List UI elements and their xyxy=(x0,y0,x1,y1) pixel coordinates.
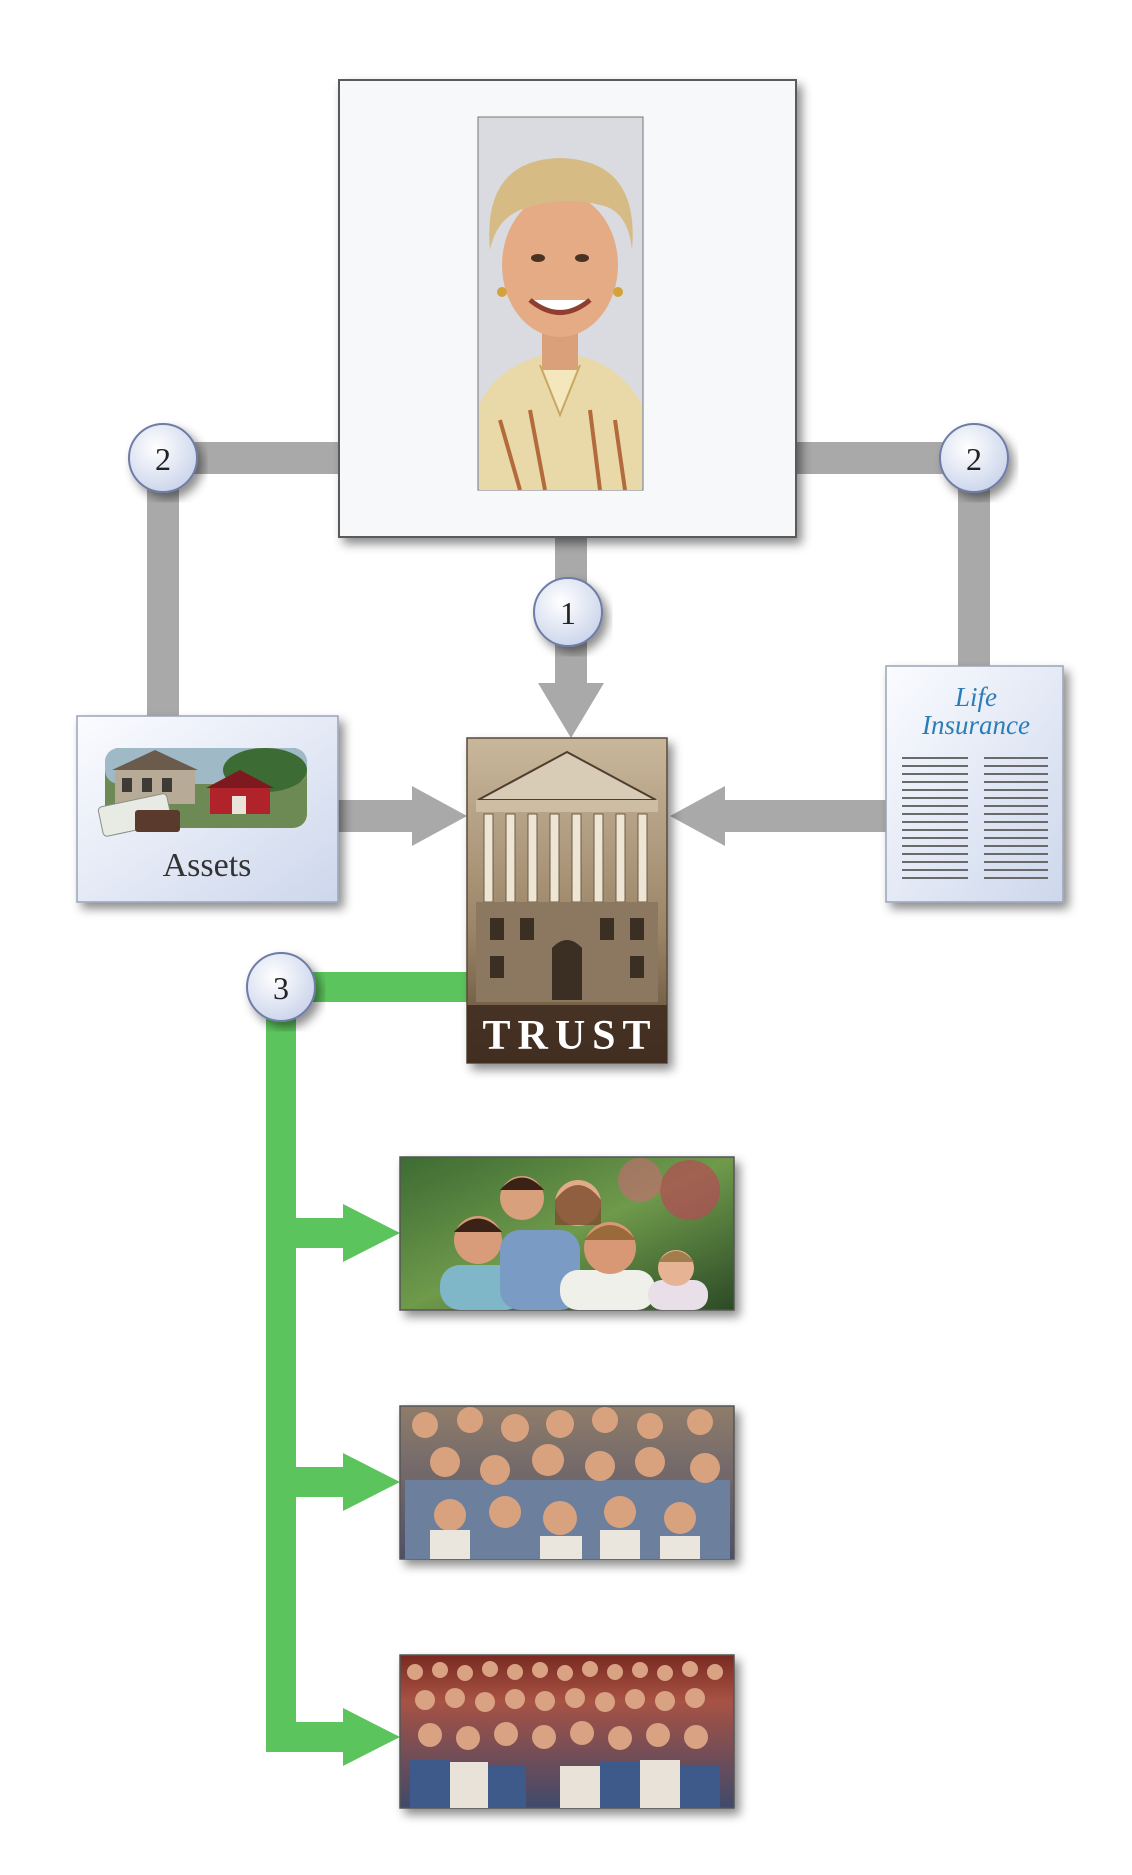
connector-assets-to-trust xyxy=(337,800,417,832)
trust-label: TRUST xyxy=(482,1013,657,1059)
grantor-node xyxy=(338,79,797,538)
step-badge-2-right-number: 2 xyxy=(966,441,982,477)
arrowhead-beneficiary-3 xyxy=(343,1708,400,1766)
assets-image xyxy=(97,748,307,837)
arrowhead-assets-to-trust xyxy=(412,786,467,846)
assets-node: Assets xyxy=(76,715,339,903)
arrowhead-to-trust xyxy=(538,683,604,738)
step-badge-3: 3 xyxy=(246,952,316,1022)
branch-to-beneficiary-2 xyxy=(281,1467,345,1497)
connector-life-insurance-to-trust xyxy=(718,800,886,832)
connector-grantor-to-life-insurance xyxy=(794,442,990,668)
life-insurance-title-line-1: Life xyxy=(954,682,997,712)
step-badge-2-left-number: 2 xyxy=(155,441,171,477)
step-badge-2-left: 2 xyxy=(128,423,198,493)
beneficiary-photo-3 xyxy=(399,1654,735,1809)
trust-node: TRUST xyxy=(466,737,668,1064)
grantor-portrait xyxy=(477,116,644,491)
step-badge-1-number: 1 xyxy=(560,595,576,631)
assets-label: Assets xyxy=(163,847,252,884)
beneficiary-photo-1 xyxy=(399,1156,735,1311)
trust-building xyxy=(476,750,658,1002)
step-badge-1: 1 xyxy=(533,577,603,647)
step-badge-3-number: 3 xyxy=(273,970,289,1006)
arrowhead-beneficiary-2 xyxy=(343,1453,400,1511)
beneficiary-photo-2 xyxy=(399,1405,735,1560)
branch-to-beneficiary-1 xyxy=(281,1218,345,1248)
life-insurance-body-text xyxy=(902,757,1048,879)
large-crowd-figures xyxy=(407,1661,723,1808)
step-badge-2-right: 2 xyxy=(939,423,1009,493)
arrowhead-life-insurance-to-trust xyxy=(670,786,725,846)
life-insurance-node: Life Insurance xyxy=(885,665,1064,903)
life-insurance-title-line-2: Insurance xyxy=(921,710,1030,740)
green-connectors xyxy=(266,972,470,1766)
crowd-figures xyxy=(405,1407,730,1559)
arrowhead-beneficiary-1 xyxy=(343,1204,400,1262)
family-figures xyxy=(440,1176,708,1310)
connector-trust-to-beneficiaries xyxy=(266,972,470,1752)
connector-grantor-to-assets xyxy=(147,442,340,718)
